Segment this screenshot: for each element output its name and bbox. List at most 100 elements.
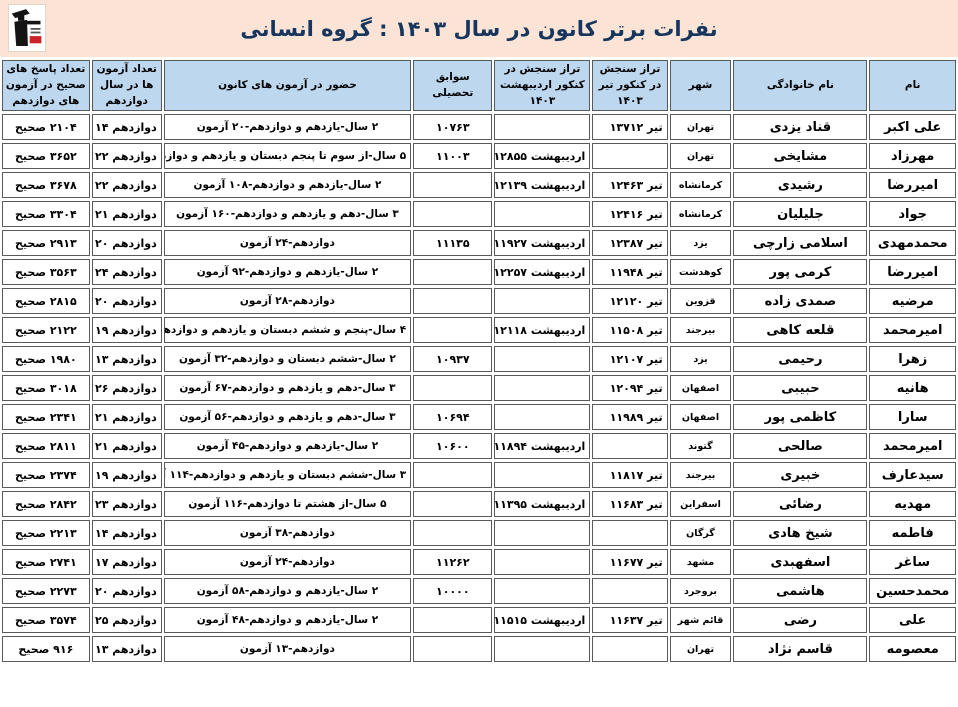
cell-name: سیدعارف [869, 462, 956, 489]
cell-name: سارا [869, 404, 956, 431]
table-row: سارا کاظمی پور اصفهان تیر ۱۱۹۸۹ ۱۰۶۹۴ ۳ سال-د… [2, 404, 956, 431]
cell-correct: ۲۷۴۱ صحیح [2, 549, 90, 576]
cell-name: فاطمه [869, 520, 956, 547]
header-row: نام نام خانوادگی شهر تراز سنجش در کنکور تیر… [2, 60, 956, 112]
cell-city: مشهد [669, 549, 732, 576]
cell-hozur: دوازدهم-۱۳ آزمون [163, 636, 412, 663]
table-row: مرضیه صمدی زاده قزوین تیر ۱۲۱۲۰ دوازدهم-۲۸ آ… [2, 288, 956, 315]
column-header-correct: تعداد پاسخ های صحیح در آزمون های دوازدهم [2, 60, 90, 112]
cell-exams12: دوازدهم ۱۷ [91, 549, 162, 576]
cell-ordibehesht [494, 549, 591, 576]
cell-name: امیررضا [869, 172, 956, 199]
cell-exams12: دوازدهم ۱۴ [91, 114, 162, 141]
cell-savabegh [413, 201, 493, 228]
cell-tir: تیر ۱۱۵۰۸ [592, 317, 668, 344]
cell-name: امیرمحمد [869, 433, 956, 460]
cell-lastname: صمدی زاده [733, 288, 868, 315]
cell-tir: تیر ۱۲۴۱۶ [592, 201, 668, 228]
cell-name: محمدحسین [869, 578, 956, 605]
cell-city: بروجرد [669, 578, 732, 605]
cell-exams12: دوازدهم ۲۴ [91, 259, 162, 286]
table-row: علی اکبر قناد یزدی تهران تیر ۱۳۷۱۲ ۱۰۷۶۳ ۲ سا… [2, 114, 956, 141]
table-row: زهرا رحیمی یزد تیر ۱۲۱۰۷ ۱۰۹۳۷ ۲ سال-ششم دبست… [2, 346, 956, 373]
cell-savabegh [413, 375, 493, 402]
cell-lastname: قاسم نژاد [733, 636, 868, 663]
cell-tir: تیر ۱۱۶۳۷ [592, 607, 668, 634]
cell-savabegh: ۱۱۰۰۳ [413, 143, 493, 170]
cell-city: گرگان [669, 520, 732, 547]
cell-hozur: ۲ سال-یازدهم و دوازدهم-۵۸ آزمون [163, 578, 412, 605]
cell-lastname: صالحی [733, 433, 868, 460]
cell-ordibehesht: اردیبهشت ۱۲۱۳۹ [494, 172, 591, 199]
cell-tir [592, 143, 668, 170]
cell-name: هانیه [869, 375, 956, 402]
cell-city: یزد [669, 230, 732, 257]
cell-exams12: دوازدهم ۲۱ [91, 201, 162, 228]
cell-ordibehesht: اردیبهشت ۱۱۹۲۷ [494, 230, 591, 257]
cell-lastname: اسفهبدی [733, 549, 868, 576]
cell-correct: ۳۶۷۸ صحیح [2, 172, 90, 199]
table-row: فاطمه شیخ هادی گرگان دوازدهم-۳۸ آزمون دوازده… [2, 520, 956, 547]
cell-exams12: دوازدهم ۲۱ [91, 404, 162, 431]
table-row: امیرمحمد قلعه کاهی بیرجند تیر ۱۱۵۰۸ اردیبهشت… [2, 317, 956, 344]
kanoon-logo [8, 4, 46, 52]
cell-lastname: کاظمی پور [733, 404, 868, 431]
cell-correct: ۳۵۶۳ صحیح [2, 259, 90, 286]
cell-lastname: قناد یزدی [733, 114, 868, 141]
table-row: محمدحسین هاشمی بروجرد ۱۰۰۰۰ ۲ سال-یازدهم و د… [2, 578, 956, 605]
cell-name: علی اکبر [869, 114, 956, 141]
cell-hozur: ۵ سال-از هشتم تا دوازدهم-۱۱۶ آزمون [163, 491, 412, 518]
cell-city: اسفراین [669, 491, 732, 518]
cell-ordibehesht: اردیبهشت ۱۲۲۵۷ [494, 259, 591, 286]
cell-name: ساغر [869, 549, 956, 576]
cell-lastname: جلیلیان [733, 201, 868, 228]
cell-savabegh: ۱۰۹۳۷ [413, 346, 493, 373]
cell-correct: ۲۲۷۳ صحیح [2, 578, 90, 605]
cell-city: قائم شهر [669, 607, 732, 634]
cell-city: تهران [669, 636, 732, 663]
cell-name: امیررضا [869, 259, 956, 286]
cell-correct: ۲۸۱۱ صحیح [2, 433, 90, 460]
cell-name: مرضیه [869, 288, 956, 315]
cell-correct: ۲۳۷۴ صحیح [2, 462, 90, 489]
table-row: محمدمهدی اسلامی زارچی یزد تیر ۱۲۳۸۷ اردیبهشت… [2, 230, 956, 257]
cell-savabegh: ۱۰۰۰۰ [413, 578, 493, 605]
cell-correct: ۲۹۱۳ صحیح [2, 230, 90, 257]
cell-exams12: دوازدهم ۲۵ [91, 607, 162, 634]
cell-hozur: ۳ سال-دهم و یازدهم و دوازدهم-۵۶ آزمون [163, 404, 412, 431]
toppers-table: نام نام خانوادگی شهر تراز سنجش در کنکور تیر… [0, 57, 958, 665]
cell-ordibehesht: اردیبهشت ۱۲۱۱۸ [494, 317, 591, 344]
cell-hozur: دوازدهم-۲۸ آزمون [163, 288, 412, 315]
cell-hozur: دوازدهم-۲۴ آزمون [163, 549, 412, 576]
cell-ordibehesht: اردیبهشت ۱۱۳۹۵ [494, 491, 591, 518]
cell-exams12: دوازدهم ۱۴ [91, 520, 162, 547]
cell-lastname: مشایخی [733, 143, 868, 170]
cell-savabegh [413, 259, 493, 286]
cell-city: یزد [669, 346, 732, 373]
cell-hozur: ۳ سال-دهم و یازدهم و دوازدهم-۱۶۰ آزمون [163, 201, 412, 228]
cell-exams12: دوازدهم ۱۳ [91, 346, 162, 373]
title-bar: نفرات برتر کانون در سال ۱۴۰۳ : گروه انسا… [0, 0, 958, 57]
cell-lastname: کرمی پور [733, 259, 868, 286]
cell-city: کرمانشاه [669, 172, 732, 199]
cell-savabegh [413, 491, 493, 518]
table-row: جواد جلیلیان کرمانشاه تیر ۱۲۴۱۶ ۳ سال-دهم و … [2, 201, 956, 228]
cell-city: بیرجند [669, 462, 732, 489]
cell-savabegh: ۱۰۶۰۰ [413, 433, 493, 460]
cell-tir: تیر ۱۱۶۷۷ [592, 549, 668, 576]
cell-lastname: رشیدی [733, 172, 868, 199]
cell-savabegh: ۱۱۱۳۵ [413, 230, 493, 257]
cell-ordibehesht [494, 578, 591, 605]
cell-exams12: دوازدهم ۲۰ [91, 230, 162, 257]
cell-exams12: دوازدهم ۱۹ [91, 317, 162, 344]
cell-exams12: دوازدهم ۲۰ [91, 288, 162, 315]
cell-tir: تیر ۱۲۳۸۷ [592, 230, 668, 257]
cell-hozur: ۲ سال-یازدهم و دوازدهم-۹۲ آزمون [163, 259, 412, 286]
column-header-city: شهر [669, 60, 732, 112]
cell-correct: ۳۳۰۴ صحیح [2, 201, 90, 228]
cell-ordibehesht [494, 636, 591, 663]
cell-name: معصومه [869, 636, 956, 663]
cell-exams12: دوازدهم ۲۳ [91, 491, 162, 518]
cell-exams12: دوازدهم ۱۹ [91, 462, 162, 489]
cell-tir: تیر ۱۱۶۸۳ [592, 491, 668, 518]
